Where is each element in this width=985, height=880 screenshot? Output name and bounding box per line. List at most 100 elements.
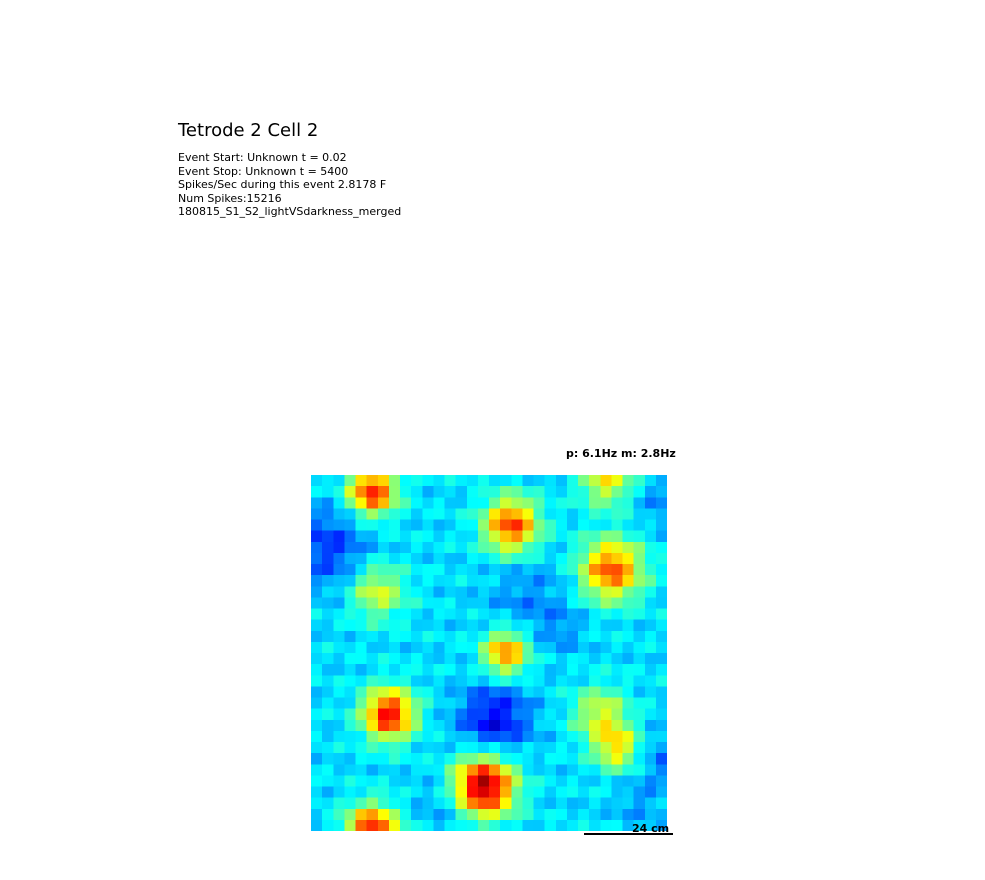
heatmap-cell xyxy=(655,641,667,654)
heatmap-cell xyxy=(311,742,323,754)
heatmap-cell xyxy=(566,686,579,698)
heatmap-cell xyxy=(511,797,523,810)
heatmap-cell xyxy=(322,519,334,532)
heatmap-cell xyxy=(333,486,345,498)
heatmap-cell xyxy=(500,653,512,665)
heatmap-cell xyxy=(322,630,334,643)
heatmap-cell xyxy=(377,541,390,554)
heatmap-cell xyxy=(400,552,412,565)
heatmap-cell xyxy=(388,819,401,831)
heatmap-cell xyxy=(578,497,590,509)
heatmap-cell xyxy=(477,597,490,609)
cell-title: Tetrode 2 Cell 2 xyxy=(178,120,319,141)
heatmap-cell xyxy=(388,797,401,810)
heatmap-cell xyxy=(511,775,523,787)
heatmap-cell xyxy=(400,664,412,676)
heatmap-cell xyxy=(522,619,534,632)
heatmap-cell xyxy=(655,486,667,498)
heatmap-cell xyxy=(489,664,501,676)
heatmap-cell xyxy=(555,619,568,632)
heatmap-cell xyxy=(589,475,601,487)
heatmap-cell xyxy=(455,586,468,598)
heatmap-cell xyxy=(422,797,434,810)
heatmap-cell xyxy=(444,819,457,831)
heatmap-cell xyxy=(522,508,534,520)
heatmap-cell xyxy=(644,608,657,621)
heatmap-cell xyxy=(566,786,579,799)
heatmap-cell xyxy=(511,630,523,643)
heatmap-cell xyxy=(355,486,368,498)
heatmap-cell xyxy=(600,786,612,799)
heatmap-cell xyxy=(422,608,434,621)
heatmap-cell xyxy=(477,564,490,576)
heatmap-cell xyxy=(433,630,445,643)
heatmap-cell xyxy=(388,530,401,543)
heatmap-cell xyxy=(655,675,667,687)
heatmap-cell xyxy=(533,675,546,687)
heatmap-cell xyxy=(422,552,434,565)
heatmap-cell xyxy=(366,675,379,687)
heatmap-cell xyxy=(344,486,356,498)
heatmap-cell xyxy=(555,708,568,721)
heatmap-cell xyxy=(633,786,646,799)
heatmap-cell xyxy=(477,686,490,698)
heatmap-cell xyxy=(322,775,334,787)
heatmap-cell xyxy=(466,764,479,776)
heatmap-cell xyxy=(400,519,412,532)
heatmap-cell xyxy=(411,530,423,543)
heatmap-cell xyxy=(455,597,468,609)
event-info: Event Start: Unknown t = 0.02 Event Stop… xyxy=(178,151,401,219)
heatmap-cell xyxy=(633,586,646,598)
heatmap-cell xyxy=(422,686,434,698)
heatmap-cell xyxy=(533,653,546,665)
heatmap-cell xyxy=(633,686,646,698)
heatmap-cell xyxy=(522,719,534,732)
heatmap-cell xyxy=(633,497,646,509)
heatmap-cell xyxy=(578,697,590,710)
heatmap-cell xyxy=(611,608,623,621)
heatmap-cell xyxy=(400,686,412,698)
heatmap-cell xyxy=(344,697,356,710)
heatmap-cell xyxy=(433,730,445,743)
heatmap-cell xyxy=(578,508,590,520)
heatmap-cell xyxy=(489,641,501,654)
heatmap-cell xyxy=(333,686,345,698)
heatmap-cell xyxy=(388,508,401,520)
heatmap-cell xyxy=(644,619,657,632)
heatmap-cell xyxy=(489,575,501,587)
heatmap-cell xyxy=(377,753,390,765)
heatmap-cell xyxy=(400,808,412,821)
heatmap-cell xyxy=(355,697,368,710)
event-start-line: Event Start: Unknown t = 0.02 xyxy=(178,151,347,164)
heatmap-cell xyxy=(377,597,390,609)
heatmap-cell xyxy=(489,541,501,554)
heatmap-cell xyxy=(589,597,601,609)
heatmap-cell xyxy=(355,608,368,621)
heatmap-cell xyxy=(633,608,646,621)
heatmap-cell xyxy=(355,475,368,487)
heatmap-cell xyxy=(522,686,534,698)
heatmap-cell xyxy=(477,753,490,765)
heatmap-cell xyxy=(611,686,623,698)
heatmap-cell xyxy=(644,775,657,787)
heatmap-cell xyxy=(544,653,557,665)
heatmap-cell xyxy=(455,475,468,487)
heatmap-cell xyxy=(366,486,379,498)
heatmap-cell xyxy=(555,630,568,643)
heatmap-cell xyxy=(522,653,534,665)
heatmap-cell xyxy=(489,475,501,487)
heatmap-cell xyxy=(444,697,457,710)
heatmap-cell xyxy=(578,786,590,799)
heatmap-cell xyxy=(433,530,445,543)
heatmap-cell xyxy=(600,597,612,609)
heatmap-cell xyxy=(655,686,667,698)
heatmap-cell xyxy=(344,541,356,554)
heatmap-cell xyxy=(411,775,423,787)
heatmap-cell xyxy=(500,552,512,565)
heatmap-cell xyxy=(344,564,356,576)
heatmap-cell xyxy=(366,764,379,776)
heatmap-cell xyxy=(311,786,323,799)
heatmap-cell xyxy=(533,630,546,643)
heatmap-cell xyxy=(477,797,490,810)
heatmap-cell xyxy=(533,541,546,554)
